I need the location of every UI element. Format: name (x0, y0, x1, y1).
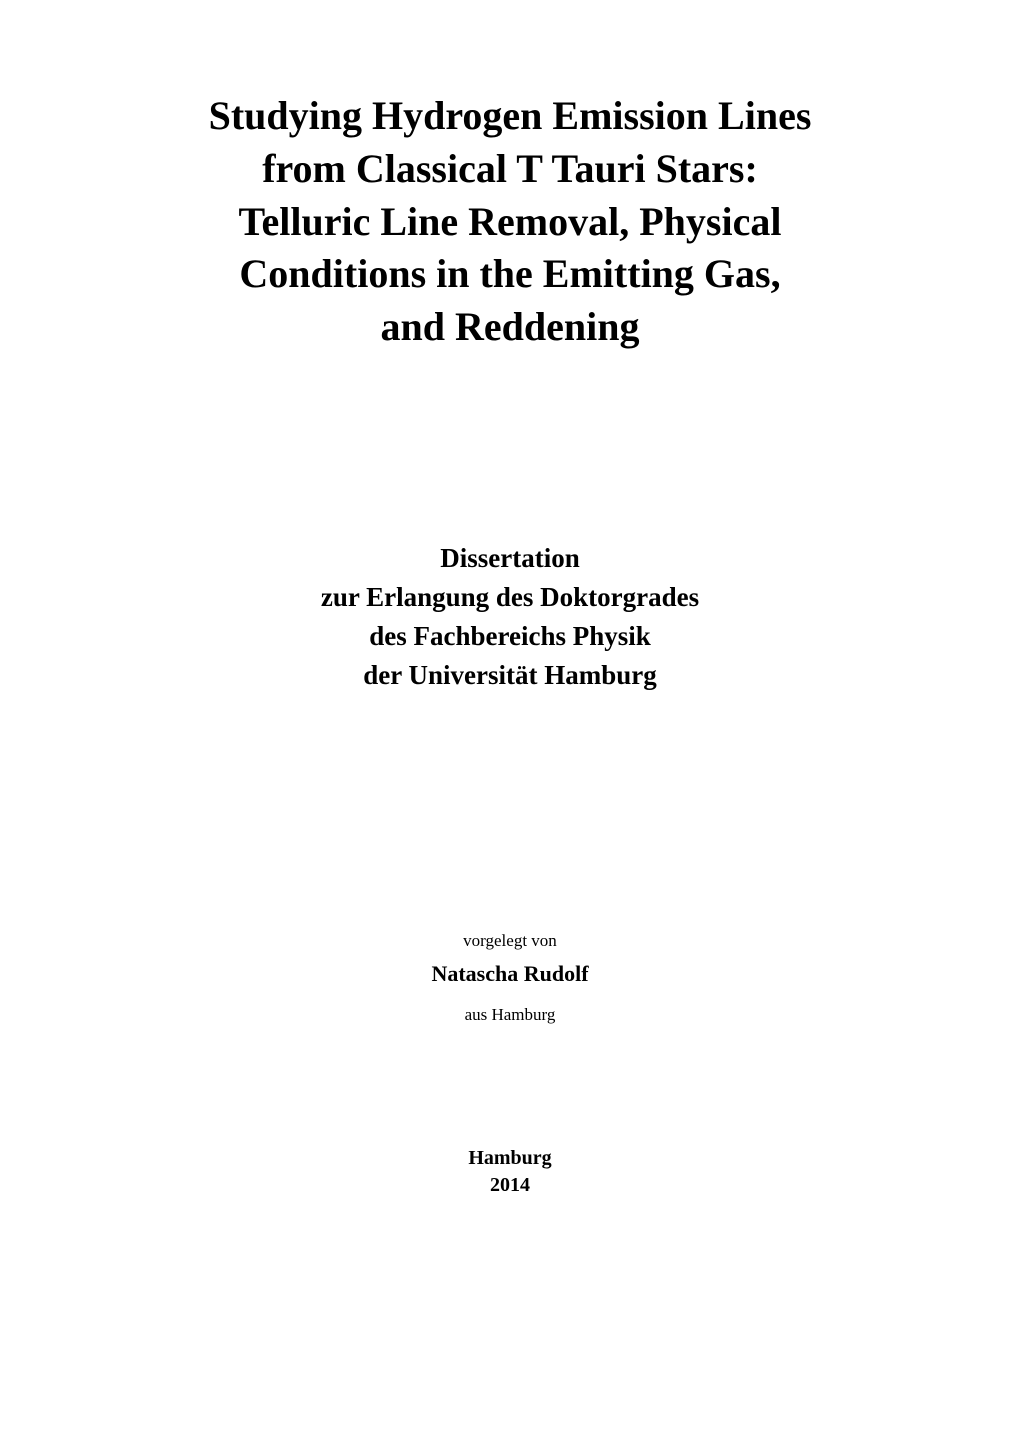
title-line-4: Conditions in the Emitting Gas, (209, 248, 812, 301)
place: Hamburg (468, 1145, 551, 1172)
subtitle-line-2: zur Erlangung des Doktorgrades (321, 578, 699, 617)
submitted-by-label: vorgelegt von (431, 931, 588, 951)
dissertation-subtitle: Dissertation zur Erlangung des Doktorgra… (321, 539, 699, 696)
title-line-3: Telluric Line Removal, Physical (209, 196, 812, 249)
subtitle-line-4: der Universität Hamburg (321, 656, 699, 695)
thesis-title: Studying Hydrogen Emission Lines from Cl… (209, 90, 812, 354)
subtitle-line-1: Dissertation (321, 539, 699, 578)
subtitle-line-3: des Fachbereichs Physik (321, 617, 699, 656)
author-name: Natascha Rudolf (431, 961, 588, 987)
title-line-5: and Reddening (209, 301, 812, 354)
author-from: aus Hamburg (431, 1005, 588, 1025)
year: 2014 (468, 1172, 551, 1199)
author-block: vorgelegt von Natascha Rudolf aus Hambur… (431, 931, 588, 1025)
title-line-2: from Classical T Tauri Stars: (209, 143, 812, 196)
place-year: Hamburg 2014 (468, 1145, 551, 1199)
title-line-1: Studying Hydrogen Emission Lines (209, 90, 812, 143)
title-page: Studying Hydrogen Emission Lines from Cl… (0, 0, 1020, 1442)
